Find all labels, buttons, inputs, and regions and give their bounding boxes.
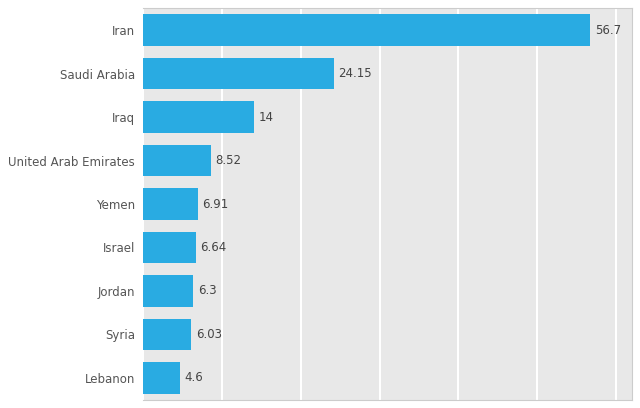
Bar — [143, 319, 191, 350]
Bar — [143, 362, 180, 394]
Bar — [143, 14, 590, 46]
Text: 14: 14 — [259, 111, 273, 124]
Text: 6.91: 6.91 — [202, 197, 229, 211]
Text: 6.03: 6.03 — [196, 328, 221, 341]
Bar — [143, 101, 253, 133]
Text: 4.6: 4.6 — [184, 371, 203, 384]
Text: 6.64: 6.64 — [200, 241, 227, 254]
Bar — [143, 188, 198, 220]
Bar — [143, 58, 333, 89]
Text: 56.7: 56.7 — [595, 24, 621, 37]
Bar — [143, 232, 196, 263]
Bar — [143, 275, 193, 307]
Text: 8.52: 8.52 — [215, 154, 241, 167]
Text: 24.15: 24.15 — [339, 67, 372, 80]
Bar — [143, 145, 211, 176]
Text: 6.3: 6.3 — [198, 284, 216, 297]
